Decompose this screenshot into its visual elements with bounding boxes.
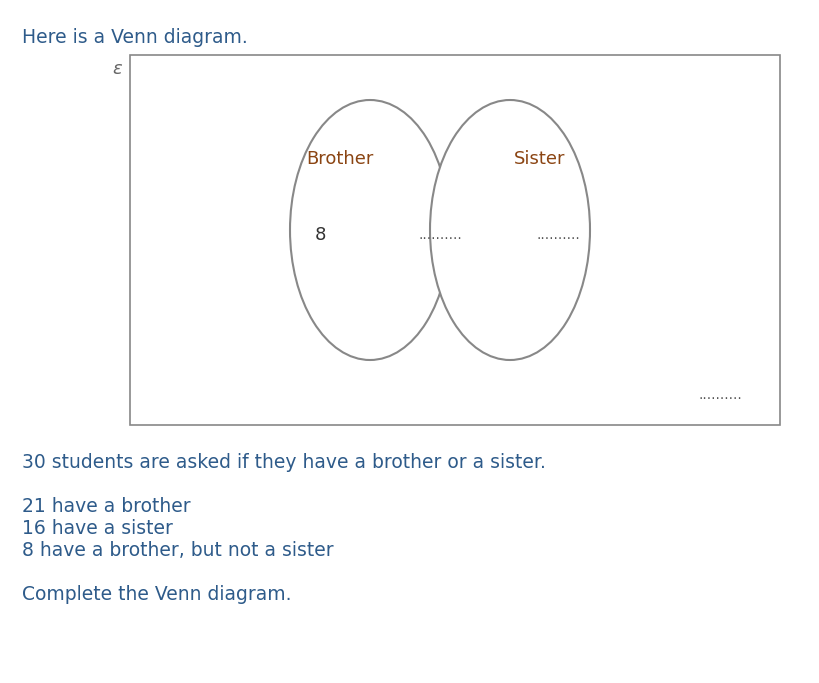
Text: 16 have a sister: 16 have a sister <box>22 519 173 538</box>
Ellipse shape <box>430 100 590 360</box>
Text: ..........: .......... <box>536 228 580 242</box>
Text: Sister: Sister <box>514 150 566 168</box>
Text: 21 have a brother: 21 have a brother <box>22 497 191 516</box>
Text: ..........: .......... <box>698 388 742 402</box>
Text: 8 have a brother, but not a sister: 8 have a brother, but not a sister <box>22 541 333 560</box>
Text: Complete the Venn diagram.: Complete the Venn diagram. <box>22 585 292 604</box>
Text: ε: ε <box>112 60 122 78</box>
Text: 8: 8 <box>314 226 326 244</box>
Bar <box>130 55 780 425</box>
Text: 30 students are asked if they have a brother or a sister.: 30 students are asked if they have a bro… <box>22 453 546 472</box>
Text: Brother: Brother <box>306 150 373 168</box>
Text: Here is a Venn diagram.: Here is a Venn diagram. <box>22 28 248 47</box>
Text: ..........: .......... <box>419 228 462 242</box>
Ellipse shape <box>290 100 450 360</box>
